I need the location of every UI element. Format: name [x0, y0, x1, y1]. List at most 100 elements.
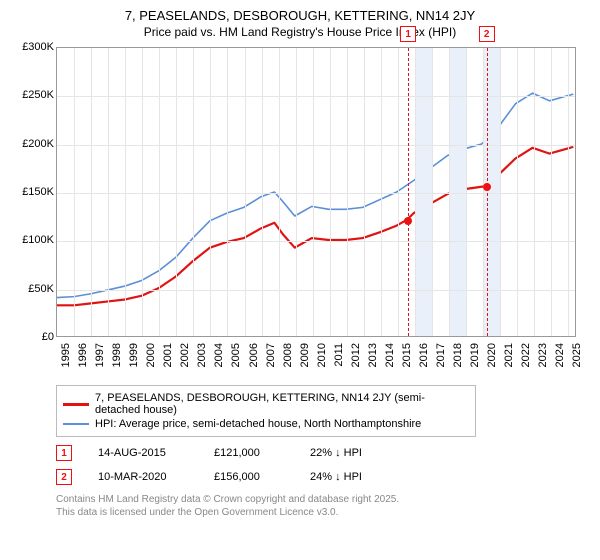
gridline-v: [330, 48, 331, 336]
x-axis-label: 2007: [265, 343, 277, 377]
sale-hpi-2: 24% ↓ HPI: [310, 471, 400, 483]
sale-badge-2: 2: [56, 469, 72, 485]
gridline-v: [568, 48, 569, 336]
legend-row-hpi: HPI: Average price, semi-detached house,…: [63, 418, 469, 430]
x-axis-label: 2021: [503, 343, 515, 377]
gridline-v: [432, 48, 433, 336]
gridline-v: [551, 48, 552, 336]
shaded-band: [449, 48, 466, 336]
x-axis-label: 2019: [469, 343, 481, 377]
x-axis-label: 2005: [230, 343, 242, 377]
chart-container: 7, PEASELANDS, DESBOROUGH, KETTERING, NN…: [0, 0, 600, 560]
y-axis-label: £250K: [18, 89, 54, 101]
x-axis-label: 1997: [94, 343, 106, 377]
gridline-v: [534, 48, 535, 336]
gridline-h: [57, 145, 575, 146]
y-axis-label: £100K: [18, 234, 54, 246]
gridline-v: [381, 48, 382, 336]
legend-label-property: 7, PEASELANDS, DESBOROUGH, KETTERING, NN…: [95, 392, 469, 416]
gridline-h: [57, 241, 575, 242]
gridline-v: [74, 48, 75, 336]
x-axis-label: 1995: [60, 343, 72, 377]
marker-dot-1: [404, 217, 412, 225]
x-axis-label: 2022: [520, 343, 532, 377]
x-axis-label: 2023: [537, 343, 549, 377]
x-axis-label: 2025: [571, 343, 583, 377]
x-axis-label: 2009: [299, 343, 311, 377]
y-axis-label: £0: [18, 331, 54, 343]
gridline-v: [415, 48, 416, 336]
x-axis-label: 2006: [248, 343, 260, 377]
x-axis-label: 2003: [196, 343, 208, 377]
gridline-h: [57, 193, 575, 194]
gridline-v: [466, 48, 467, 336]
gridline-v: [159, 48, 160, 336]
x-axis-label: 2013: [367, 343, 379, 377]
copyright-line2: This data is licensed under the Open Gov…: [56, 506, 588, 519]
x-axis-label: 2012: [350, 343, 362, 377]
gridline-v: [125, 48, 126, 336]
gridline-v: [91, 48, 92, 336]
title-sub: Price paid vs. HM Land Registry's House …: [12, 25, 588, 39]
gridline-v: [364, 48, 365, 336]
gridline-h: [57, 290, 575, 291]
gridline-v: [279, 48, 280, 336]
gridline-v: [347, 48, 348, 336]
sale-price-2: £156,000: [214, 471, 284, 483]
x-axis-label: 2004: [213, 343, 225, 377]
sale-hpi-1: 22% ↓ HPI: [310, 447, 400, 459]
x-axis-label: 2024: [554, 343, 566, 377]
title-block: 7, PEASELANDS, DESBOROUGH, KETTERING, NN…: [12, 8, 588, 39]
gridline-v: [449, 48, 450, 336]
sale-date-1: 14-AUG-2015: [98, 447, 188, 459]
gridline-v: [483, 48, 484, 336]
chart-area: 12 £0 £50K £100K £150K £200K £250K £300K 1995 19…: [18, 43, 578, 383]
gridline-v: [398, 48, 399, 336]
sale-row-2: 2 10-MAR-2020 £156,000 24% ↓ HPI: [56, 469, 588, 485]
legend-swatch-hpi: [63, 423, 89, 425]
legend-box: 7, PEASELANDS, DESBOROUGH, KETTERING, NN…: [56, 385, 476, 437]
gridline-h: [57, 96, 575, 97]
y-axis-label: £150K: [18, 186, 54, 198]
x-axis-label: 2016: [418, 343, 430, 377]
x-axis-label: 1996: [77, 343, 89, 377]
legend-label-hpi: HPI: Average price, semi-detached house,…: [95, 418, 421, 430]
x-axis-label: 2008: [282, 343, 294, 377]
gridline-v: [176, 48, 177, 336]
x-axis-label: 1999: [128, 343, 140, 377]
x-axis-label: 2017: [435, 343, 447, 377]
shaded-band: [415, 48, 432, 336]
y-axis-label: £50K: [18, 283, 54, 295]
marker-badge-2: 2: [479, 26, 495, 42]
marker-line-2: [487, 48, 488, 336]
gridline-v: [313, 48, 314, 336]
gridline-v: [193, 48, 194, 336]
x-axis-label: 2001: [162, 343, 174, 377]
x-axis-label: 2002: [179, 343, 191, 377]
sale-row-1: 1 14-AUG-2015 £121,000 22% ↓ HPI: [56, 445, 588, 461]
sale-date-2: 10-MAR-2020: [98, 471, 188, 483]
x-axis-label: 2011: [333, 343, 345, 377]
gridline-v: [108, 48, 109, 336]
gridline-v: [227, 48, 228, 336]
sales-table: 1 14-AUG-2015 £121,000 22% ↓ HPI 2 10-MA…: [56, 445, 588, 485]
y-axis-label: £200K: [18, 138, 54, 150]
gridline-v: [210, 48, 211, 336]
x-axis-label: 2014: [384, 343, 396, 377]
sale-badge-1: 1: [56, 445, 72, 461]
marker-dot-2: [483, 183, 491, 191]
x-axis-label: 2015: [401, 343, 413, 377]
copyright-block: Contains HM Land Registry data © Crown c…: [56, 493, 588, 519]
x-axis-label: 2020: [486, 343, 498, 377]
x-axis-label: 1998: [111, 343, 123, 377]
gridline-v: [296, 48, 297, 336]
gridline-v: [500, 48, 501, 336]
title-main: 7, PEASELANDS, DESBOROUGH, KETTERING, NN…: [12, 8, 588, 23]
x-axis-label: 2010: [316, 343, 328, 377]
gridline-v: [142, 48, 143, 336]
gridline-v: [262, 48, 263, 336]
x-axis-label: 2000: [145, 343, 157, 377]
plot-area: 12: [56, 47, 576, 337]
y-axis-label: £300K: [18, 41, 54, 53]
legend-swatch-property: [63, 403, 89, 406]
